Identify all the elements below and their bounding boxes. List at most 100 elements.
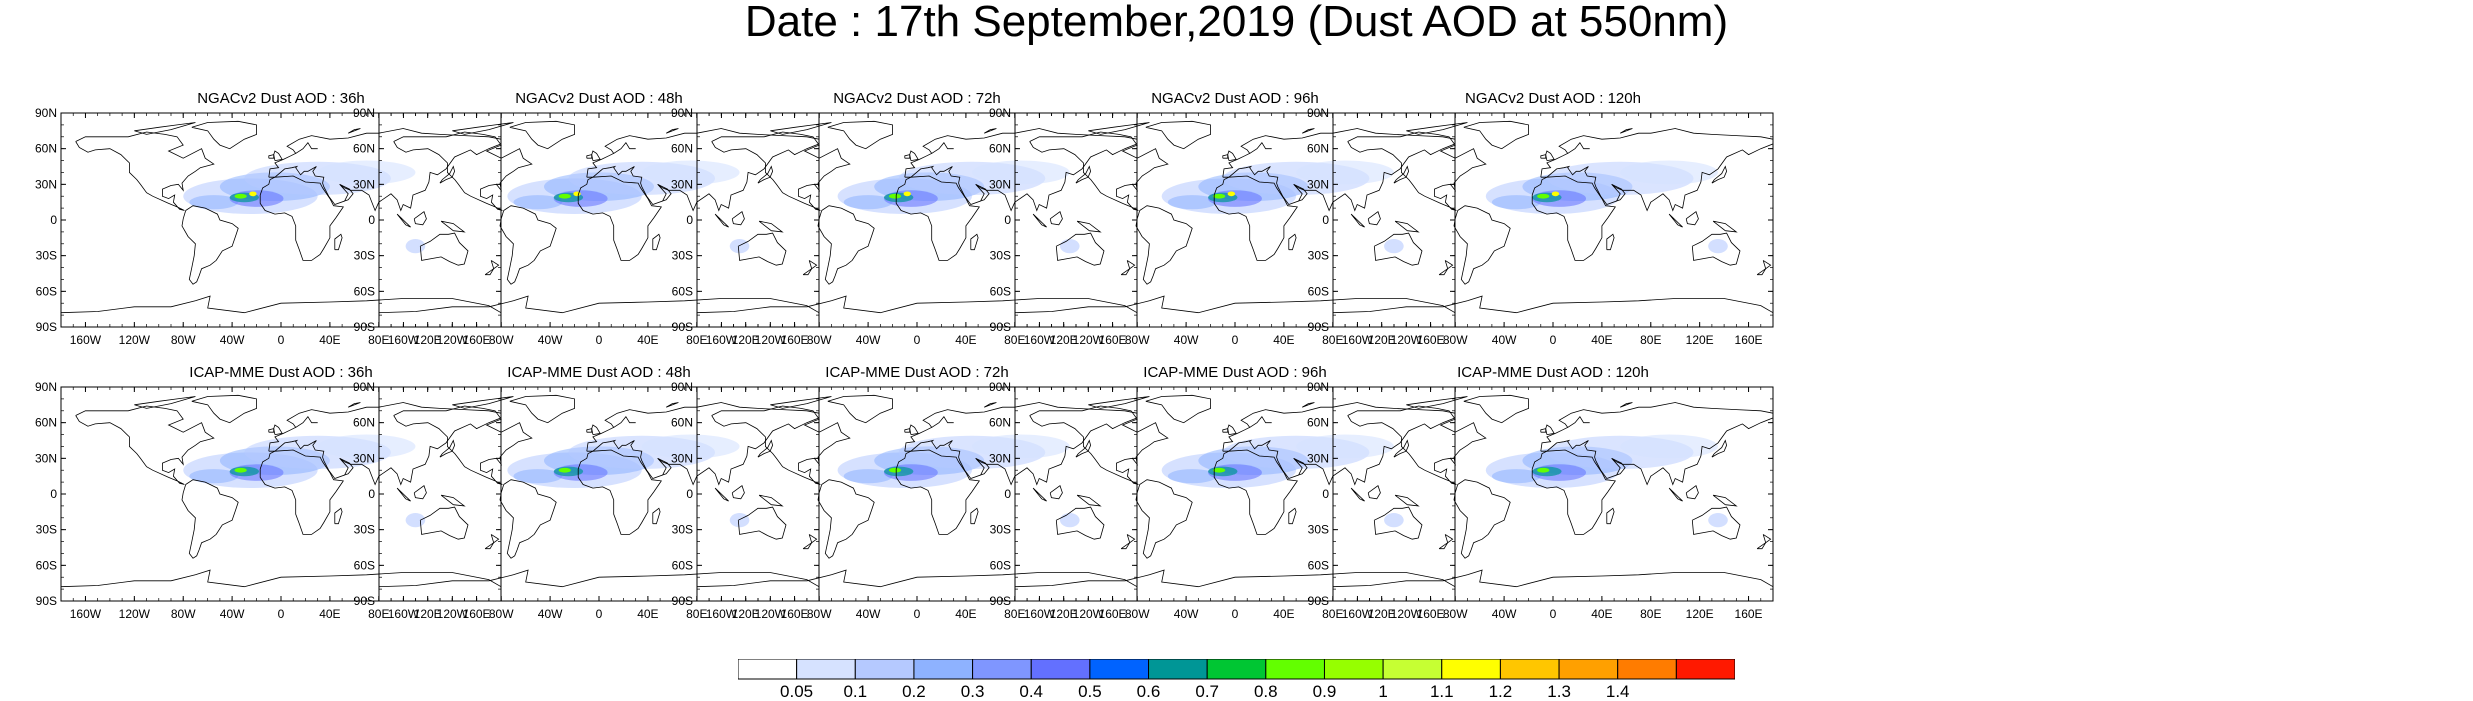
lat-tick-label: 90S (672, 320, 693, 334)
lat-tick-label: 0 (1322, 213, 1329, 227)
coastline (1015, 569, 1455, 588)
lon-tick-label: 160W (1342, 607, 1374, 621)
lon-tick-label: 120E (414, 607, 442, 621)
lat-tick-label: 30N (989, 451, 1011, 465)
coastline (697, 295, 1137, 314)
lon-tick-label: 80E (686, 607, 707, 621)
coastline (895, 175, 981, 261)
dust-aod-field (61, 120, 501, 314)
coastline (1213, 449, 1299, 535)
coastline (1373, 506, 1423, 540)
lat-tick-label: 0 (1322, 487, 1329, 501)
lat-tick-label: 90N (1307, 106, 1329, 120)
coastline (1619, 402, 1633, 408)
lon-tick-label: 40W (220, 333, 245, 347)
dust-aod-field (379, 394, 819, 588)
lon-tick-label: 80W (1443, 607, 1468, 621)
coastline (1691, 506, 1741, 540)
colorbar-label: 0.5 (1078, 682, 1102, 701)
coastline (191, 120, 257, 150)
lon-tick-label: 80E (368, 607, 389, 621)
coastline (817, 479, 875, 559)
coastline (1668, 487, 1683, 502)
lon-tick-label: 0 (914, 607, 921, 621)
coastline (413, 211, 427, 226)
coastline (490, 260, 500, 270)
coastline (586, 154, 593, 159)
lon-tick-label: 120E (732, 333, 760, 347)
lat-tick-label: 90N (353, 380, 375, 394)
lat-tick-label: 60S (1308, 558, 1329, 572)
colorbar-swatch (1499, 659, 1560, 680)
lon-tick-label: 160W (1342, 333, 1374, 347)
coastline (1293, 457, 1308, 476)
lat-tick-label: 0 (1004, 213, 1011, 227)
lat-tick-label: 60N (35, 142, 57, 156)
coastline (1126, 534, 1136, 544)
lon-tick-label: 120E (1686, 607, 1714, 621)
lat-tick-label: 30S (36, 523, 57, 537)
lon-tick-label: 40W (1492, 333, 1517, 347)
lat-tick-label: 30S (354, 249, 375, 263)
lat-tick-label: 30S (1308, 523, 1329, 537)
lat-tick-label: 90N (353, 106, 375, 120)
coastline (827, 394, 893, 424)
coastline (983, 128, 997, 134)
lat-tick-label: 60N (353, 416, 375, 430)
coastline (347, 402, 361, 408)
coastline (665, 402, 679, 408)
coastline (931, 142, 954, 154)
coastline (1444, 534, 1454, 544)
coastline (1438, 542, 1449, 550)
coastline (808, 260, 818, 270)
coastline (1712, 494, 1738, 507)
map-panel: NGACv2 Dust AOD : 120h 90N 60N 30N 0 30S 60S 90… (1297, 91, 1797, 361)
lon-tick-label: 40E (955, 607, 976, 621)
lat-tick-label: 0 (686, 213, 693, 227)
lat-tick-label: 0 (686, 487, 693, 501)
coastline (808, 534, 818, 544)
coastline (419, 506, 469, 540)
coastline (1227, 150, 1237, 161)
colorbar-label: 1.2 (1489, 682, 1513, 701)
colorbar-swatch (1323, 659, 1384, 680)
coastline (1373, 232, 1423, 266)
coastline (181, 479, 239, 559)
lon-tick-label: 80W (1443, 333, 1468, 347)
lat-tick-label: 30S (1308, 249, 1329, 263)
lon-tick-label: 40W (1174, 607, 1199, 621)
colorbar-label: 1 (1378, 682, 1387, 701)
colorbar-swatch (1382, 659, 1443, 680)
lon-tick-label: 80E (686, 333, 707, 347)
lon-tick-label: 0 (914, 333, 921, 347)
colorbar-label: 0.05 (780, 682, 813, 701)
coastline (1293, 183, 1308, 202)
colorbar: 0.05 0.1 0.2 0.3 0.4 0.5 0.6 0.7 0.8 0.9 1 1.1 1.2 1.… (738, 659, 1735, 701)
coastline (909, 424, 919, 435)
lat-tick-label: 90S (1308, 594, 1329, 608)
lat-tick-label: 30N (353, 177, 375, 191)
coastline (396, 213, 411, 228)
coastline (1288, 233, 1297, 251)
coastline (1075, 439, 1092, 458)
lon-tick-label: 120E (1686, 333, 1714, 347)
lon-tick-label: 160E (1735, 607, 1763, 621)
lon-tick-label: 80E (1640, 333, 1661, 347)
lon-tick-label: 120W (437, 333, 469, 347)
coastline (339, 183, 354, 202)
coastline (452, 122, 514, 135)
lat-tick-label: 30N (671, 451, 693, 465)
colorbar-swatch (796, 659, 856, 680)
lon-tick-label: 80W (171, 607, 196, 621)
lon-tick-label: 120E (1050, 333, 1078, 347)
coastline (61, 295, 501, 314)
coastline (1367, 485, 1381, 500)
lon-tick-label: 80W (489, 333, 514, 347)
colorbar-swatch (913, 659, 974, 680)
coastline (440, 494, 466, 507)
coastline (1463, 394, 1529, 424)
coastline (419, 232, 469, 266)
coastline (268, 128, 501, 212)
coastline (1567, 142, 1590, 154)
colorbar-swatch (1089, 659, 1150, 680)
